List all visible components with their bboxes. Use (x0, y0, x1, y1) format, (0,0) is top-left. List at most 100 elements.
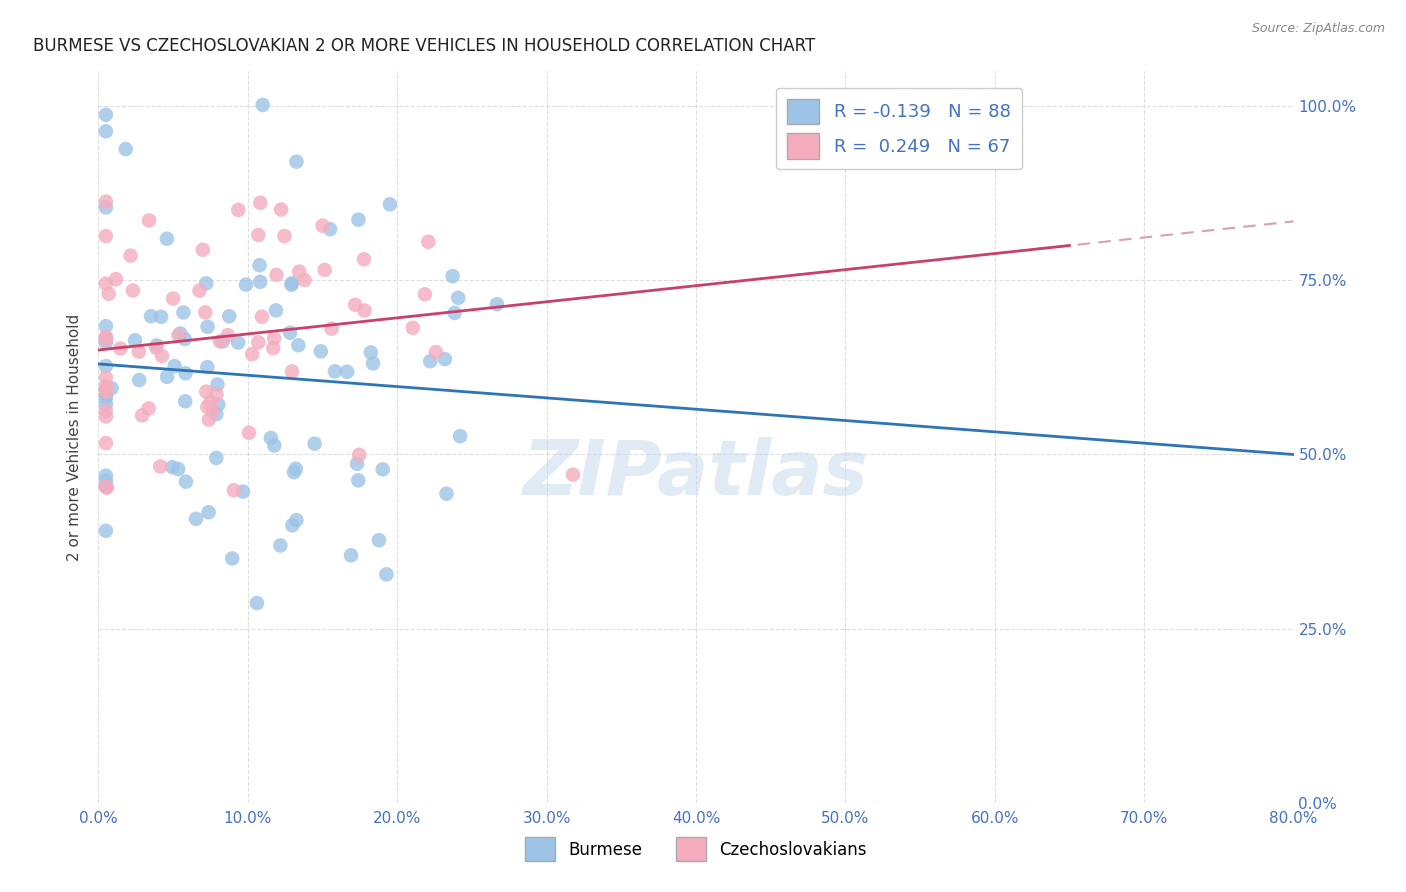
Point (205, 387, 228, 401)
Point (238, 425, 260, 440)
Point (249, 195, 271, 210)
Point (94, 108, 117, 122)
Point (375, 567, 398, 582)
Point (94, 409, 117, 424)
Point (173, 332, 195, 346)
Point (94, 370, 117, 384)
Point (285, 513, 308, 527)
Point (162, 292, 184, 306)
Point (278, 326, 301, 340)
Point (172, 305, 194, 319)
Point (96, 481, 118, 495)
Point (402, 321, 425, 335)
Point (149, 459, 172, 474)
Point (201, 404, 224, 418)
Point (443, 306, 465, 320)
Point (281, 518, 304, 533)
Point (319, 222, 342, 236)
Point (160, 460, 183, 475)
Point (184, 512, 207, 526)
Point (94, 335, 117, 350)
Point (150, 310, 173, 324)
Point (167, 462, 190, 476)
Point (167, 328, 190, 343)
Point (447, 291, 470, 305)
Point (120, 249, 142, 263)
Point (94, 384, 117, 399)
Point (347, 474, 370, 488)
Point (309, 344, 332, 359)
Point (195, 400, 218, 414)
Point (418, 235, 440, 249)
Point (262, 341, 284, 355)
Point (433, 352, 456, 367)
Point (94, 388, 117, 402)
Point (156, 232, 179, 246)
Point (174, 394, 197, 409)
Point (266, 268, 288, 282)
Point (281, 364, 304, 378)
Point (145, 341, 167, 355)
Point (280, 277, 302, 292)
Point (249, 258, 271, 272)
Point (247, 335, 270, 350)
Point (94, 359, 117, 373)
Point (321, 321, 343, 335)
Point (371, 462, 394, 476)
Point (94, 277, 117, 291)
Point (311, 219, 333, 233)
Point (114, 142, 136, 156)
Point (260, 431, 283, 445)
Point (250, 310, 273, 324)
Point (94, 329, 117, 343)
Point (94, 229, 117, 244)
Point (263, 438, 285, 452)
Point (195, 384, 218, 399)
Point (264, 303, 287, 318)
Point (485, 297, 508, 311)
Point (347, 448, 370, 462)
Point (269, 539, 291, 553)
Point (139, 310, 162, 324)
Point (283, 465, 305, 479)
Point (361, 356, 384, 370)
Point (94, 379, 117, 393)
Point (436, 486, 458, 500)
Point (441, 269, 464, 284)
Legend: Burmese, Czechoslovakians: Burmese, Czechoslovakians (519, 830, 873, 868)
Point (221, 551, 243, 566)
Point (368, 533, 391, 548)
Point (163, 359, 186, 373)
Point (449, 429, 471, 443)
Point (174, 475, 197, 489)
Point (94, 403, 117, 417)
Point (94, 436, 117, 450)
Point (94, 319, 117, 334)
Point (188, 284, 211, 298)
Text: Source: ZipAtlas.com: Source: ZipAtlas.com (1251, 22, 1385, 36)
Point (169, 326, 191, 341)
Point (353, 303, 375, 318)
Point (97, 286, 120, 301)
Point (240, 347, 263, 361)
Point (344, 298, 367, 312)
Point (360, 345, 382, 359)
Point (94, 201, 117, 215)
Point (150, 349, 173, 363)
Point (94, 124, 117, 138)
Point (197, 505, 219, 519)
Point (191, 243, 214, 257)
Text: BURMESE VS CZECHOSLOVAKIAN 2 OR MORE VEHICLES IN HOUSEHOLD CORRELATION CHART: BURMESE VS CZECHOSLOVAKIAN 2 OR MORE VEH… (32, 37, 815, 54)
Point (94, 480, 117, 494)
Point (284, 462, 307, 476)
Point (217, 328, 239, 343)
Point (104, 272, 127, 286)
Point (323, 364, 346, 378)
Point (94, 383, 117, 397)
Point (218, 310, 240, 324)
Point (336, 365, 359, 379)
Point (235, 277, 257, 292)
Point (94, 397, 117, 411)
Point (110, 342, 132, 356)
Point (222, 483, 245, 498)
